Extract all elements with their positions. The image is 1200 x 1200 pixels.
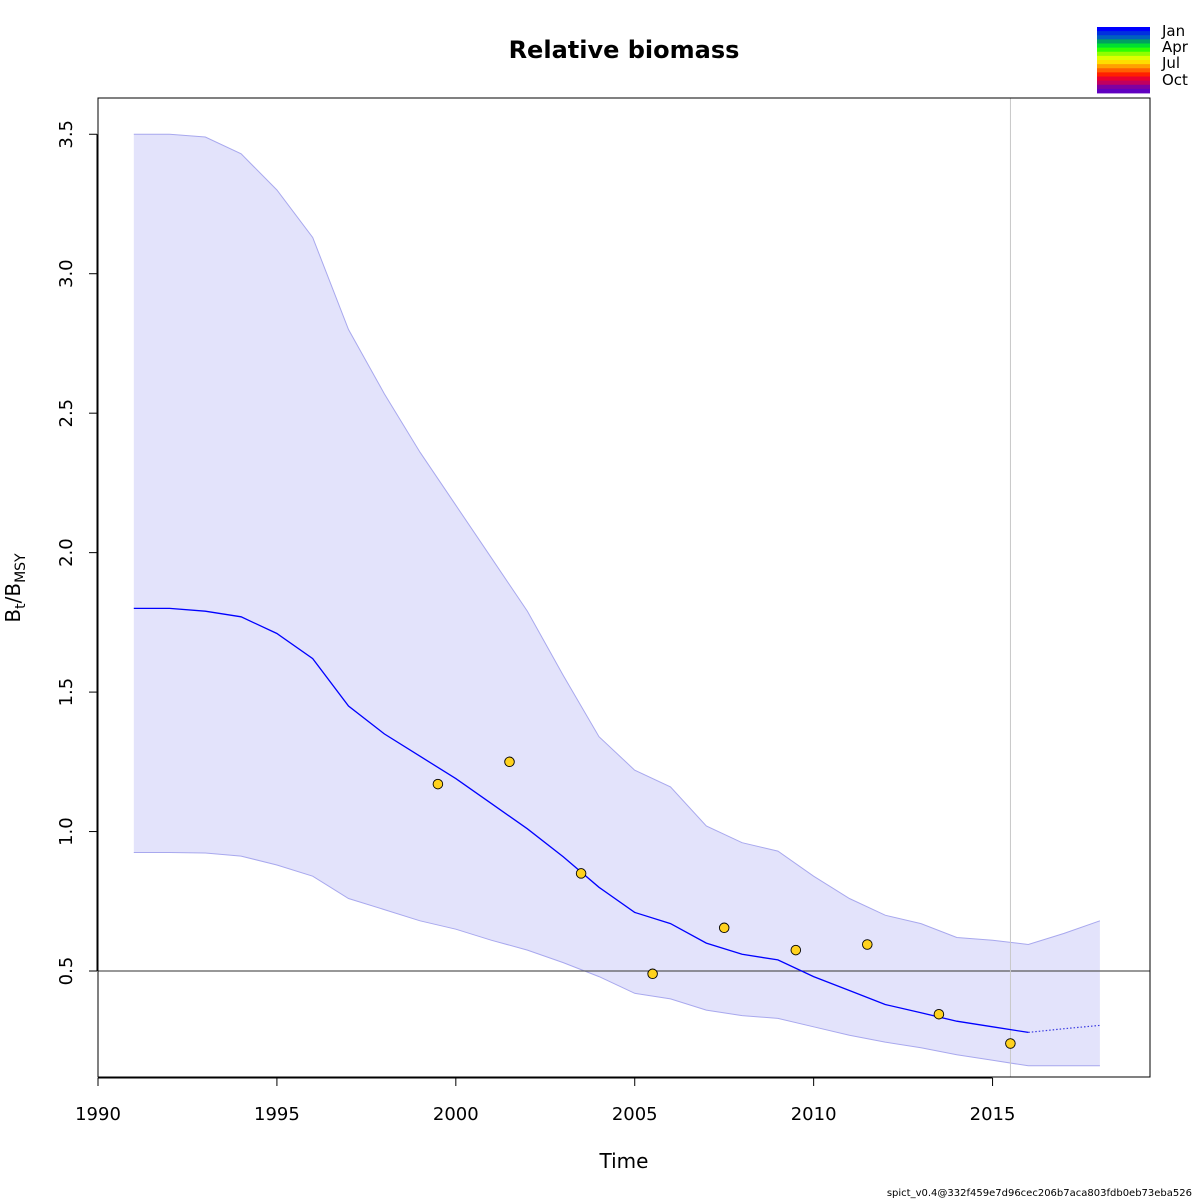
x-tick-label: 2015 — [970, 1104, 1016, 1125]
y-tick-label: 3.0 — [56, 259, 77, 288]
forecast-line — [1028, 1024, 1100, 1033]
season-color-swatch — [1097, 51, 1150, 57]
season-color-swatch — [1097, 55, 1150, 61]
season-legend-label: Oct — [1162, 71, 1188, 89]
y-label-sep: /B — [1, 583, 25, 603]
season-color-swatch — [1097, 47, 1150, 53]
x-tick-label: 2005 — [612, 1104, 658, 1125]
index-point — [718, 922, 730, 934]
y-axis: 0.5 1.0 1.5 2.0 2.5 3.0 3.5 — [56, 120, 98, 986]
season-color-swatch — [1097, 76, 1150, 82]
season-color-swatch — [1097, 72, 1150, 77]
season-color-swatch — [1097, 64, 1150, 69]
chart-title: Relative biomass — [509, 36, 740, 64]
season-color-swatch — [1097, 68, 1150, 73]
season-color-swatch — [1097, 43, 1150, 49]
plot-frame — [97, 97, 1151, 1078]
index-point — [790, 944, 802, 956]
plot-area — [98, 98, 1150, 1077]
season-color-swatch — [1097, 27, 1150, 32]
y-tick-label: 2.5 — [56, 399, 77, 428]
season-color-swatch — [1097, 80, 1150, 86]
index-points — [432, 756, 1016, 1049]
y-tick-label: 2.0 — [56, 538, 77, 567]
y-tick-label: 0.5 — [56, 957, 77, 986]
ci-lower-edge — [133, 852, 1100, 1067]
index-point — [1005, 1038, 1016, 1049]
season-color-swatch — [1097, 31, 1150, 36]
y-tick-label: 3.5 — [56, 120, 77, 149]
season-color-swatch — [1097, 35, 1150, 40]
season-color-swatch — [1097, 88, 1150, 94]
index-point — [432, 778, 444, 790]
x-tick-label: 2010 — [791, 1104, 837, 1125]
confidence-band — [133, 134, 1100, 1066]
x-axis-label: Time — [599, 1149, 649, 1173]
season-legend-label: Jul — [1161, 54, 1180, 72]
x-tick-label: 1995 — [254, 1104, 300, 1125]
x-tick-label: 1990 — [75, 1104, 121, 1125]
index-point — [504, 756, 515, 768]
y-label-sub-t: t — [13, 603, 29, 609]
index-point — [933, 1008, 945, 1020]
ci-upper-edge — [133, 133, 1101, 946]
y-label-sub-msy: MSY — [13, 553, 29, 583]
index-point — [647, 968, 658, 980]
x-axis: 1990 1995 2000 2005 2010 2015 — [75, 1077, 1016, 1125]
y-tick-label: 1.5 — [56, 678, 77, 707]
x-tick-label: 2000 — [433, 1104, 479, 1125]
y-label-main: B — [1, 609, 25, 623]
version-footer: spict_v0.4@332f459e7d96cec206b7aca803fdb… — [887, 1188, 1192, 1199]
season-color-swatch — [1097, 39, 1150, 44]
index-point — [862, 939, 873, 950]
y-axis-label: Bt/BMSY — [1, 553, 29, 623]
index-point — [575, 868, 587, 879]
season-legend-label: Jan — [1161, 22, 1185, 40]
season-color-swatch — [1097, 60, 1150, 65]
y-tick-label: 1.0 — [56, 817, 77, 846]
season-color-swatch — [1097, 84, 1150, 90]
season-legend-label: Apr — [1162, 38, 1189, 56]
